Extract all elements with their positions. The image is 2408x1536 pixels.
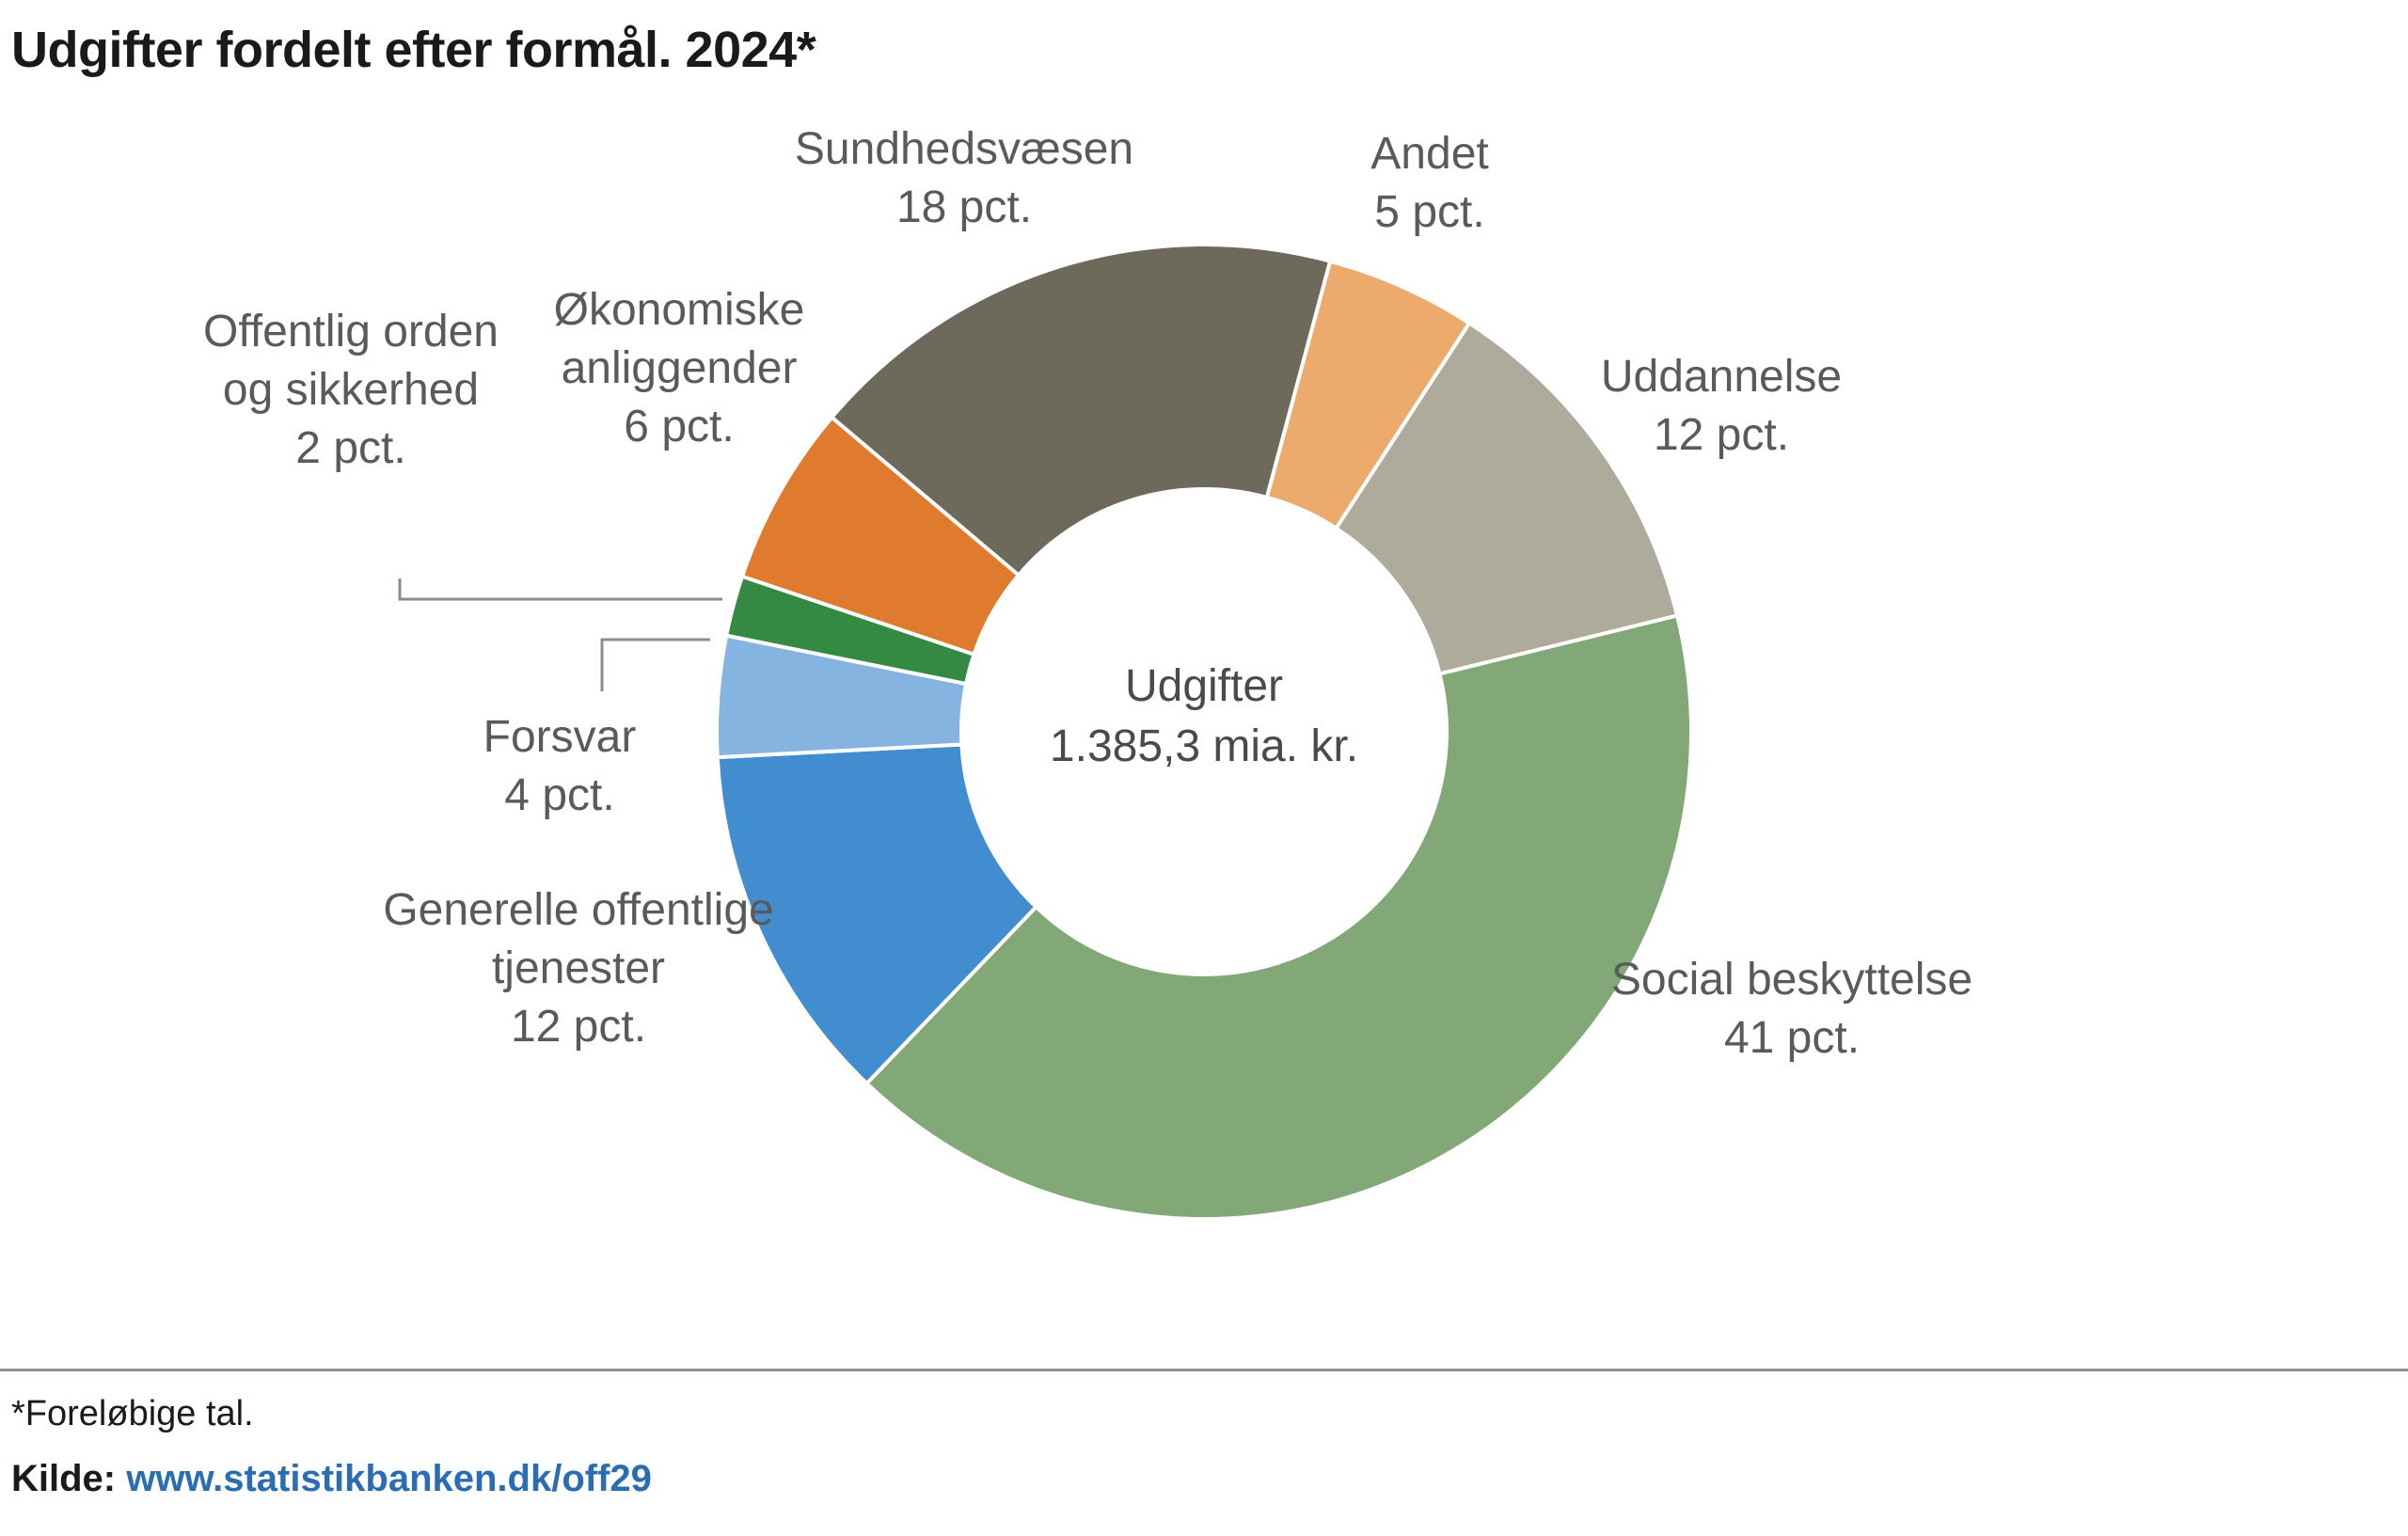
label-line: Social beskyttelse [1611,955,1972,1005]
slice-generelle-offentlige-tjenester [715,742,1039,1086]
center-text: Udgifter 1.385,3 mia. kr. [1050,661,1358,771]
label-andet: Andet 5 pct. [1370,129,1488,237]
label-offentlig-orden-og-sikkerhed: Offentlig orden og sikkerhed 2 pct. [203,307,499,473]
label-line: 4 pct. [504,770,614,820]
footnote: *Foreløbige tal. [11,1394,254,1433]
label-line: 12 pct. [511,1002,646,1052]
donut-slices [715,243,1693,1221]
label-line: 41 pct. [1724,1013,1860,1063]
label-forsvar: Forsvar 4 pct. [483,712,637,820]
slice-sundhedsvaesen [829,243,1333,578]
source-label: Kilde: [11,1458,117,1499]
center-label: Udgifter 1.385,3 mia. kr. [1050,661,1358,771]
source-line: Kilde: www.statistikbanken.dk/off29 [11,1458,652,1500]
slice-social-beskyttelse [863,613,1693,1221]
source-link[interactable]: www.statistikbanken.dk/off29 [126,1458,652,1499]
label-line: anliggender [562,343,798,393]
label-line: Forsvar [483,712,637,762]
label-line: tjenester [492,943,665,993]
center-title: Udgifter [1125,661,1283,711]
footer-divider [0,1369,2408,1371]
label-line: 18 pct. [896,182,1032,232]
label-sundhedsvaesen: Sundhedsvæsen 18 pct. [795,124,1133,232]
leader-lines [398,578,722,691]
label-line: 2 pct. [295,423,405,473]
label-line: Økonomiske [554,285,805,335]
label-okonomiske-anliggender: Økonomiske anliggender 6 pct. [554,285,805,451]
label-line: 12 pct. [1654,410,1789,460]
label-social-beskyttelse: Social beskyttelse 41 pct. [1611,955,1972,1063]
slice-labels: Andet 5 pct. Uddannelse 12 pct. Social besky… [203,124,1972,1063]
slice-uddannelse [1333,320,1680,676]
label-generelle-offentlige-tjenester: Generelle offentlige tjenester 12 pct. [383,885,773,1052]
label-line: Offentlig orden [203,307,499,356]
label-uddannelse: Uddannelse 12 pct. [1601,352,1842,460]
chart-title: Udgifter fordelt efter formål. 2024* [11,22,816,78]
label-line: Uddannelse [1601,352,1842,402]
label-line: 6 pct. [624,402,734,451]
leader-offentlig-orden-og-sikkerhed [398,578,722,601]
label-line: Generelle offentlige [383,885,773,935]
label-line: Sundhedsvæsen [795,124,1133,174]
label-line: Andet [1370,129,1488,179]
leader-forsvar [600,638,710,691]
label-line: og sikkerhed [223,365,479,415]
center-total: 1.385,3 mia. kr. [1050,721,1358,771]
label-line: 5 pct. [1374,187,1484,237]
